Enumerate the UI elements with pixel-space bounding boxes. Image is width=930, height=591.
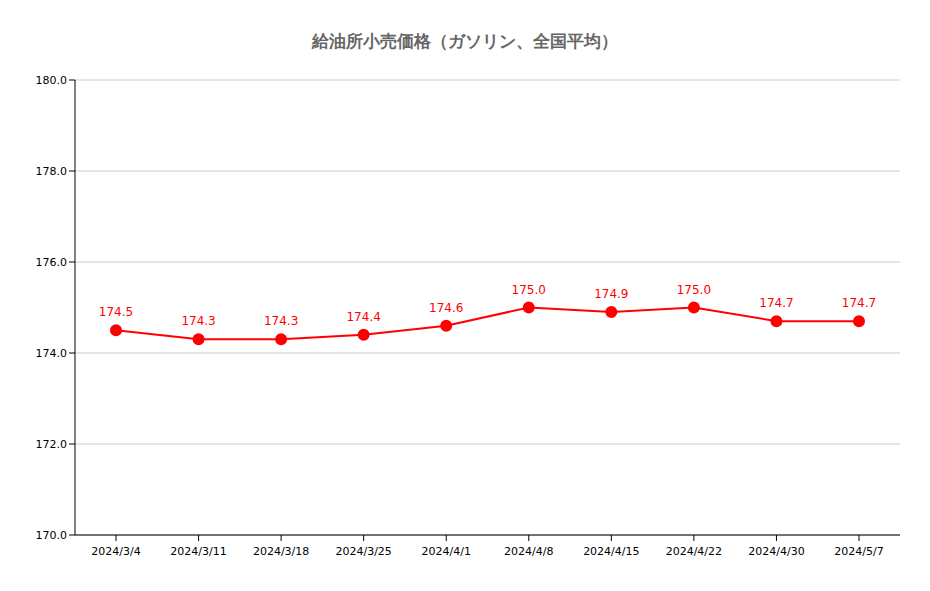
svg-text:175.0: 175.0 xyxy=(677,283,711,297)
svg-text:172.0: 172.0 xyxy=(36,438,68,451)
svg-text:180.0: 180.0 xyxy=(36,74,68,87)
svg-text:174.6: 174.6 xyxy=(429,301,463,315)
svg-text:2024/5/7: 2024/5/7 xyxy=(834,545,883,558)
svg-text:174.9: 174.9 xyxy=(594,287,628,301)
svg-text:175.0: 175.0 xyxy=(512,283,546,297)
svg-text:176.0: 176.0 xyxy=(36,256,68,269)
svg-text:2024/3/11: 2024/3/11 xyxy=(170,545,226,558)
svg-text:174.4: 174.4 xyxy=(346,310,380,324)
svg-text:174.3: 174.3 xyxy=(181,314,215,328)
svg-text:174.3: 174.3 xyxy=(264,314,298,328)
svg-text:2024/4/22: 2024/4/22 xyxy=(666,545,722,558)
svg-text:2024/3/25: 2024/3/25 xyxy=(335,545,391,558)
svg-text:174.7: 174.7 xyxy=(759,296,793,310)
svg-text:170.0: 170.0 xyxy=(36,529,68,542)
svg-text:2024/4/15: 2024/4/15 xyxy=(583,545,639,558)
svg-text:174.5: 174.5 xyxy=(99,305,133,319)
svg-text:2024/3/18: 2024/3/18 xyxy=(253,545,309,558)
html-text:給油所小売価格（ガソリン、全国平均）: 給油所小売価格（ガソリン、全国平均） xyxy=(312,31,618,51)
svg-text:2024/4/1: 2024/4/1 xyxy=(422,545,471,558)
svg-text:2024/3/4: 2024/3/4 xyxy=(91,545,140,558)
svg-text:2024/4/30: 2024/4/30 xyxy=(748,545,804,558)
svg-text:2024/4/8: 2024/4/8 xyxy=(504,545,553,558)
svg-text:178.0: 178.0 xyxy=(36,165,68,178)
svg-text:174.0: 174.0 xyxy=(36,347,68,360)
svg-text:174.7: 174.7 xyxy=(842,296,876,310)
